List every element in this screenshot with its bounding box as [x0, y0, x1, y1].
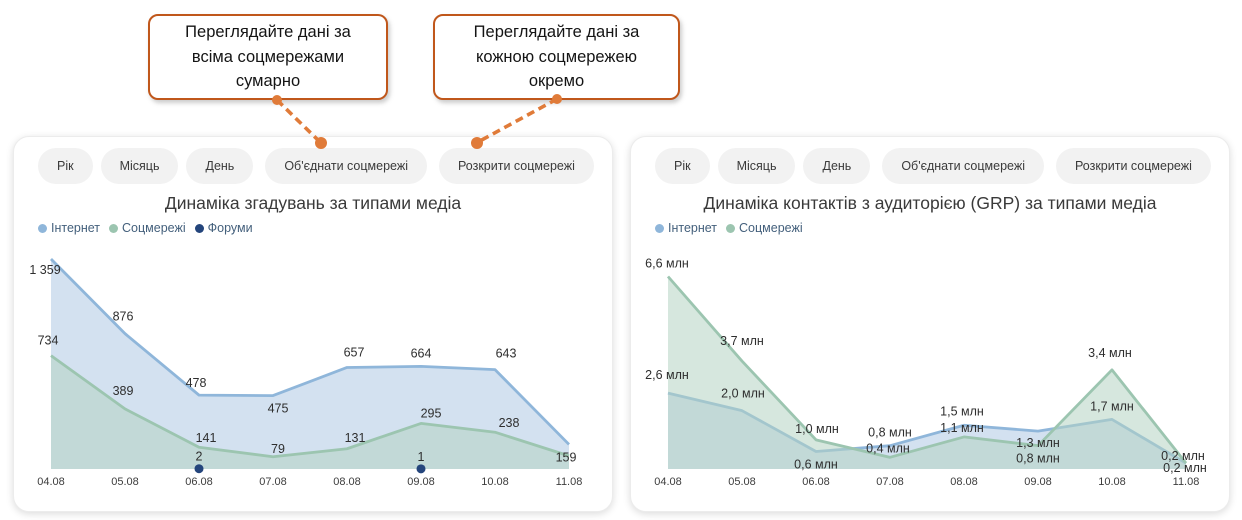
x-axis-label: 08.08: [950, 476, 978, 488]
data-label: 1,5 млн: [940, 404, 984, 418]
data-label: 2,6 млн: [645, 368, 689, 382]
year-button[interactable]: Рік: [655, 148, 710, 184]
x-axis-label: 08.08: [333, 476, 361, 488]
data-label: 0,2 млн: [1163, 461, 1207, 475]
legend-dot: [655, 223, 664, 233]
combine-socials-button[interactable]: Об'єднати соцмережі: [265, 148, 427, 184]
x-axis-label: 06.08: [802, 476, 830, 488]
callout-text: Переглядайте дані за кожною соцмережею о…: [473, 22, 640, 91]
toolbar: Рік Місяць День Об'єднати соцмережі Розк…: [631, 137, 1229, 184]
chart-title: Динаміка контактів з аудиторією (GRP) за…: [703, 193, 1157, 213]
combine-socials-button[interactable]: Об'єднати соцмережі: [882, 148, 1044, 184]
split-socials-button[interactable]: Розкрити соцмережі: [438, 148, 594, 184]
data-label: 131: [345, 431, 366, 445]
line-series: [666, 275, 1188, 465]
data-label: 295: [421, 406, 442, 420]
legend-label: Соцмережі: [122, 221, 186, 235]
line-series: [50, 258, 570, 446]
legend-dot: [38, 223, 47, 233]
data-label: 876: [113, 310, 134, 324]
data-label: 3,7 млн: [720, 334, 764, 348]
data-label: 734: [38, 334, 59, 348]
month-button[interactable]: Місяць: [717, 148, 796, 184]
chart-title: Динаміка згадувань за типами медіа: [164, 193, 462, 213]
chart-legend: Інтернет Соцмережі: [631, 214, 1229, 235]
data-label: 475: [268, 402, 289, 416]
x-axis-label: 04.08: [37, 476, 65, 488]
data-label: 0,8 млн: [868, 426, 912, 440]
legend-item-3[interactable]: Форуми: [194, 221, 253, 235]
legend-item-2[interactable]: Соцмережі: [726, 221, 803, 235]
day-button[interactable]: День: [803, 148, 871, 184]
data-label: 478: [186, 376, 207, 390]
mentions-panel: Рік Місяць День Об'єднати соцмережі Розк…: [13, 136, 613, 512]
data-point: [194, 464, 204, 474]
x-axis-label: 09.08: [1024, 476, 1052, 488]
data-label: 0,2 млн: [1161, 449, 1205, 463]
legend-item-2[interactable]: Соцмережі: [109, 221, 186, 235]
line-series: [50, 354, 570, 459]
data-label: 1,0 млн: [795, 422, 839, 436]
x-axis-label: 05.08: [111, 476, 139, 488]
callout-split-socials: Переглядайте дані за кожною соцмережею о…: [433, 14, 680, 100]
day-button[interactable]: День: [186, 148, 254, 184]
x-axis-label: 07.08: [259, 476, 287, 488]
legend-dot: [109, 223, 119, 233]
data-label: 657: [344, 345, 365, 359]
data-label: 6,6 млн: [645, 257, 689, 271]
legend-label: Форуми: [207, 221, 253, 235]
month-button[interactable]: Місяць: [100, 148, 179, 184]
data-label: 2: [196, 450, 203, 464]
data-label: 389: [113, 384, 134, 398]
data-label: 1 359: [29, 263, 60, 277]
data-label: 1,3 млн: [1016, 436, 1060, 450]
data-label: 1,7 млн: [1090, 399, 1134, 413]
x-axis-label: 04.08: [654, 476, 682, 488]
x-axis-label: 05.08: [728, 476, 756, 488]
legend-label: Інтернет: [51, 221, 101, 235]
legend-item-1[interactable]: Інтернет: [38, 221, 100, 235]
data-label: 0,8 млн: [1016, 452, 1060, 466]
legend-item-1[interactable]: Інтернет: [655, 221, 717, 235]
data-label: 0,4 млн: [866, 441, 910, 455]
data-label: 664: [411, 346, 432, 360]
year-button[interactable]: Рік: [38, 148, 93, 184]
x-axis-label: 07.08: [876, 476, 904, 488]
callout-combined-socials: Переглядайте дані за всіма соцмережами с…: [148, 14, 388, 100]
data-label: 3,4 млн: [1088, 346, 1132, 360]
mentions-chart[interactable]: 1 359 876 478 475 657 664 643 159 734 389 141 79 131…: [14, 237, 614, 497]
legend-label: Інтернет: [668, 221, 718, 235]
grp-chart[interactable]: 2,6 млн 2,0 млн 0,6 млн 0,8 млн 1,5 млн 1,3 м…: [631, 237, 1231, 497]
data-label: 159: [556, 450, 577, 464]
callout-text: Переглядайте дані за всіма соцмережами с…: [185, 22, 351, 91]
x-axis-label: 10.08: [1098, 476, 1126, 488]
area-series: [51, 355, 569, 469]
x-axis-label: 10.08: [481, 476, 509, 488]
x-axis-label: 06.08: [185, 476, 213, 488]
data-label: 2,0 млн: [721, 387, 765, 401]
data-label: 238: [499, 416, 520, 430]
x-axis-label: 11.08: [1173, 476, 1200, 488]
split-socials-button[interactable]: Розкрити соцмережі: [1055, 148, 1211, 184]
data-label: 141: [196, 431, 217, 445]
x-axis-label: 09.08: [407, 476, 435, 488]
data-label: 1,1 млн: [940, 421, 984, 435]
data-label: 643: [496, 347, 517, 361]
data-label: 0,6 млн: [794, 458, 838, 472]
legend-dot: [726, 223, 736, 233]
chart-legend: Інтернет Соцмережі Форуми: [14, 214, 612, 235]
x-axis-label: 11.08: [556, 476, 583, 488]
legend-label: Соцмережі: [739, 221, 803, 235]
data-label: 79: [271, 442, 285, 456]
area-series: [51, 259, 569, 469]
data-label: 1: [418, 450, 425, 464]
data-point: [416, 464, 426, 474]
legend-dot: [194, 223, 204, 233]
grp-panel: Рік Місяць День Об'єднати соцмережі Розк…: [630, 136, 1230, 512]
toolbar: Рік Місяць День Об'єднати соцмережі Розк…: [14, 137, 612, 184]
